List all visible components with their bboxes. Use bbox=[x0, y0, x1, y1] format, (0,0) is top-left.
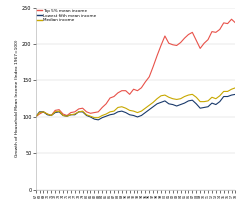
Line: Median income: Median income bbox=[35, 88, 235, 118]
Median income bbox=[132, 110, 135, 112]
Top 5% mean income bbox=[164, 35, 166, 37]
Top 5% mean income bbox=[234, 22, 237, 24]
Lowest fifth mean income bbox=[97, 119, 100, 121]
Lowest fifth mean income bbox=[132, 114, 135, 117]
Median income bbox=[93, 116, 96, 119]
Line: Lowest fifth mean income: Lowest fifth mean income bbox=[35, 94, 235, 120]
Line: Top 5% mean income: Top 5% mean income bbox=[35, 19, 235, 117]
Legend: Top 5% mean income, Lowest fifth mean income, Median income: Top 5% mean income, Lowest fifth mean in… bbox=[36, 8, 97, 23]
Y-axis label: Growth of Household Mean Income (Index 1967=100): Growth of Household Mean Income (Index 1… bbox=[15, 40, 19, 157]
Lowest fifth mean income bbox=[222, 95, 225, 98]
Median income bbox=[50, 114, 53, 117]
Top 5% mean income bbox=[218, 28, 221, 31]
Median income bbox=[234, 87, 237, 89]
Top 5% mean income bbox=[105, 103, 108, 105]
Top 5% mean income bbox=[50, 114, 53, 117]
Lowest fifth mean income bbox=[34, 116, 37, 118]
Median income bbox=[34, 116, 37, 118]
Median income bbox=[222, 90, 225, 93]
Median income bbox=[167, 96, 170, 99]
Top 5% mean income bbox=[34, 116, 37, 118]
Top 5% mean income bbox=[230, 18, 233, 20]
Lowest fifth mean income bbox=[160, 101, 163, 104]
Median income bbox=[160, 95, 163, 97]
Median income bbox=[109, 111, 112, 113]
Lowest fifth mean income bbox=[167, 103, 170, 105]
Top 5% mean income bbox=[128, 93, 131, 96]
Lowest fifth mean income bbox=[50, 114, 53, 117]
Lowest fifth mean income bbox=[234, 93, 237, 96]
Top 5% mean income bbox=[156, 54, 158, 57]
Lowest fifth mean income bbox=[109, 114, 112, 116]
